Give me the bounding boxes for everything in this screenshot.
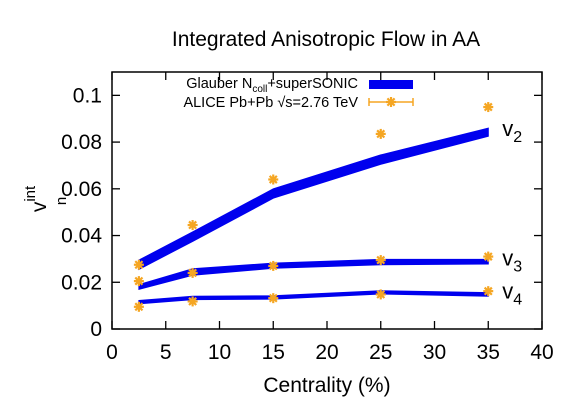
x-tick-label: 25 (369, 341, 392, 364)
x-tick-label: 15 (262, 341, 285, 364)
model-band-v3 (138, 258, 489, 290)
x-tick-label: 5 (160, 341, 172, 364)
legend-star-marker (386, 97, 396, 107)
data-point (268, 174, 279, 185)
data-point (133, 301, 144, 312)
data-point (375, 289, 386, 300)
series-label-v3: v3 (502, 246, 522, 276)
data-point (483, 251, 494, 262)
y-axis-title-main: v (28, 201, 51, 212)
x-axis-title: Centrality (%) (263, 374, 390, 397)
y-tick-label: 0 (90, 318, 102, 341)
x-tick-label: 30 (423, 341, 446, 364)
legend-model-swatch (369, 80, 413, 89)
legend-model-label-pre: Glauber N (186, 76, 252, 92)
data-point (133, 276, 144, 287)
legend-star (386, 97, 396, 107)
x-tick-label: 35 (477, 341, 500, 364)
chart-title: Integrated Anisotropic Flow in AA (172, 28, 480, 51)
ticks-layer: 0 5 10 15 20 25 30 35 40 0 0.02 0.04 0.06 0.08 0.1 (61, 72, 554, 364)
data-point (133, 259, 144, 270)
x-tick-label: 20 (315, 341, 338, 364)
model-band-v2 (138, 127, 489, 271)
data-point (375, 255, 386, 266)
legend-model-label-sub: coll (252, 84, 267, 95)
data-point (187, 267, 198, 278)
legend-model-label: Glauber Ncoll+superSONIC (186, 76, 358, 95)
data-point (483, 286, 494, 297)
data-point (375, 128, 386, 139)
y-axis-title-sub: n (53, 197, 70, 205)
y-tick-label: 0.06 (61, 178, 102, 201)
data-point (187, 220, 198, 231)
y-tick-label: 0.04 (61, 225, 102, 248)
x-tick-label: 40 (530, 341, 553, 364)
legend-data-swatch (368, 97, 414, 107)
legend: Glauber Ncoll+superSONIC ALICE Pb+Pb √s=… (183, 76, 414, 111)
svg-text:vint: vint (22, 185, 51, 212)
legend-data-label: ALICE Pb+Pb √s=2.76 TeV (183, 95, 358, 111)
data-point (483, 102, 494, 113)
data-point (268, 260, 279, 271)
legend-model-label-post: +superSONIC (267, 76, 358, 92)
model-band-v4 (138, 290, 489, 305)
y-axis-title-sup: int (22, 185, 39, 202)
y-tick-label: 0.02 (61, 271, 102, 294)
y-tick-label: 0.1 (73, 84, 102, 107)
data-point (187, 296, 198, 307)
y-tick-label: 0.08 (61, 131, 102, 154)
x-tick-label: 0 (106, 341, 118, 364)
series-label-v4: v4 (502, 278, 522, 308)
x-tick-label: 10 (208, 341, 231, 364)
y-axis-title: vint n (22, 185, 70, 212)
data-point (268, 293, 279, 304)
series-label-v2: v2 (502, 116, 522, 146)
